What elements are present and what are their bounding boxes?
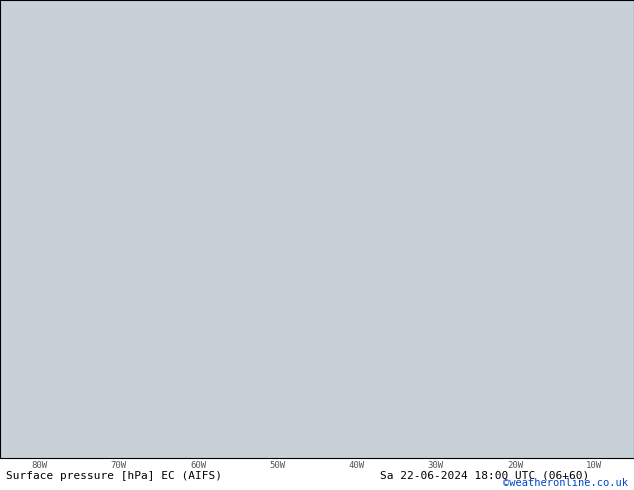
Text: 40W: 40W bbox=[349, 461, 365, 470]
Text: 30W: 30W bbox=[428, 461, 444, 470]
Text: 50W: 50W bbox=[269, 461, 285, 470]
Text: 60W: 60W bbox=[190, 461, 206, 470]
Text: 10W: 10W bbox=[586, 461, 602, 470]
Text: 70W: 70W bbox=[111, 461, 127, 470]
Text: ©weatheronline.co.uk: ©weatheronline.co.uk bbox=[503, 478, 628, 489]
Text: Surface pressure [hPa] EC (AIFS): Surface pressure [hPa] EC (AIFS) bbox=[6, 471, 223, 481]
Text: 20W: 20W bbox=[507, 461, 523, 470]
Text: 80W: 80W bbox=[32, 461, 48, 470]
Text: Sa 22-06-2024 18:00 UTC (06+60): Sa 22-06-2024 18:00 UTC (06+60) bbox=[380, 471, 590, 481]
